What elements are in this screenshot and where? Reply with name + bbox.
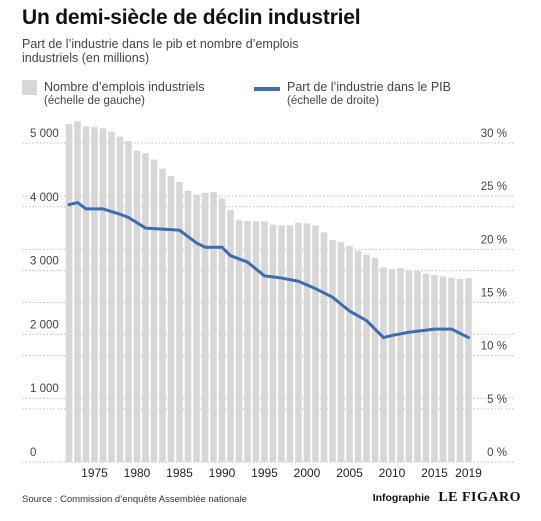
x-tick-label: 2005	[336, 466, 363, 480]
legend-line-swatch	[254, 87, 280, 91]
y-left-tick-label: 0	[30, 447, 36, 459]
bars-layer	[65, 121, 472, 463]
bar-1976	[99, 128, 107, 462]
bar-1996	[269, 224, 277, 462]
x-tick-label: 2000	[294, 466, 321, 480]
x-tick-label: 1990	[209, 466, 236, 480]
y-left-tick-label: 2 000	[30, 319, 59, 331]
source-note: Source : Commission d’enquête Assemblée …	[22, 494, 247, 505]
bar-2016	[439, 276, 447, 462]
bar-1987	[193, 194, 200, 462]
x-tick-label: 2015	[421, 466, 448, 480]
bar-2002	[320, 232, 328, 462]
bar-2017	[448, 277, 455, 462]
bar-1985	[176, 181, 183, 463]
bar-2003	[329, 239, 336, 462]
bar-1998	[286, 225, 294, 462]
chart-title: Un demi-siècle de déclin industriel	[22, 6, 361, 29]
x-tick-label: 1980	[124, 466, 151, 480]
y-left-tick-label: 5 000	[30, 128, 59, 140]
bar-1978	[116, 136, 124, 462]
bar-1991	[227, 209, 234, 462]
bar-1982	[150, 159, 158, 462]
bar-1993	[244, 220, 251, 462]
bar-1980	[133, 150, 141, 462]
y-right-tick-label: 20 %	[481, 234, 507, 246]
legend-bars-sub: (échelle de gauche)	[44, 95, 146, 107]
legend-item-bars: Nombre d’emplois industriels (échelle de…	[44, 80, 204, 108]
y-right-tick-label: 0 %	[487, 447, 507, 459]
legend-bars-label: Nombre d’emplois industriels	[44, 80, 205, 94]
bar-1997	[278, 225, 285, 462]
bar-2018	[456, 278, 464, 462]
chart-subtitle: Part de l’industrie dans le pib et nombr…	[22, 37, 299, 65]
x-tick-label: 1975	[81, 466, 108, 480]
bar-1999	[295, 222, 302, 462]
bar-2004	[337, 241, 345, 462]
bar-2009	[380, 267, 387, 462]
axis-labels-layer: 0 1 000 2 000 3 000 4 000 5 000 0 % 5 % 10 % 15 %…	[30, 128, 507, 480]
y-left-tick-label: 4 000	[30, 192, 59, 204]
bar-2001	[312, 225, 319, 462]
x-tick-label: 1995	[251, 466, 278, 480]
bar-2007	[363, 254, 370, 462]
gdp-share-line	[67, 201, 470, 340]
legend-item-line: Part de l’industrie dans le PIB (échelle…	[287, 80, 451, 108]
brand-logo: LE FIGARO	[438, 489, 521, 505]
bar-1979	[125, 141, 132, 462]
bar-2014	[422, 273, 430, 462]
bar-2010	[388, 269, 396, 462]
bar-2012	[405, 270, 413, 462]
y-right-tick-label: 25 %	[481, 181, 507, 193]
bar-1972	[65, 123, 73, 463]
credit-prefix: Infographie	[372, 491, 430, 504]
bar-2006	[354, 250, 362, 462]
bar-2005	[346, 245, 353, 462]
bar-2000	[303, 223, 311, 462]
bar-1975	[91, 127, 98, 463]
y-left-tick-label: 3 000	[30, 256, 59, 268]
y-right-tick-label: 30 %	[481, 128, 507, 140]
x-tick-label: 1985	[166, 466, 193, 480]
bar-1995	[261, 221, 268, 462]
bar-1984	[167, 176, 175, 462]
legend-line-label: Part de l’industrie dans le PIB	[287, 80, 451, 94]
y-right-tick-label: 10 %	[481, 341, 507, 353]
bar-2019	[465, 278, 472, 462]
bar-1992	[235, 220, 243, 462]
bar-2008	[371, 257, 379, 462]
y-left-tick-label: 1 000	[30, 383, 59, 395]
line-layer	[67, 201, 470, 340]
bar-1977	[108, 131, 115, 462]
y-right-tick-label: 5 %	[487, 394, 507, 406]
legend-bar-swatch	[22, 80, 37, 95]
bar-1990	[218, 198, 226, 462]
credit: Infographie LE FIGARO	[373, 489, 521, 507]
bar-1983	[159, 168, 166, 462]
x-tick-label: 2019	[455, 466, 482, 480]
bar-2013	[414, 271, 421, 462]
x-tick-label: 2010	[379, 466, 406, 480]
bar-1994	[252, 221, 260, 462]
bar-2015	[431, 275, 438, 462]
y-right-tick-label: 15 %	[481, 288, 507, 300]
bar-1988	[201, 192, 209, 462]
bar-1986	[184, 190, 192, 462]
bar-1981	[142, 153, 149, 462]
bar-1973	[74, 121, 81, 462]
bar-1989	[210, 192, 217, 462]
legend-line-sub: (échelle de droite)	[287, 95, 380, 107]
bar-2011	[397, 268, 404, 462]
bar-1974	[82, 126, 90, 462]
